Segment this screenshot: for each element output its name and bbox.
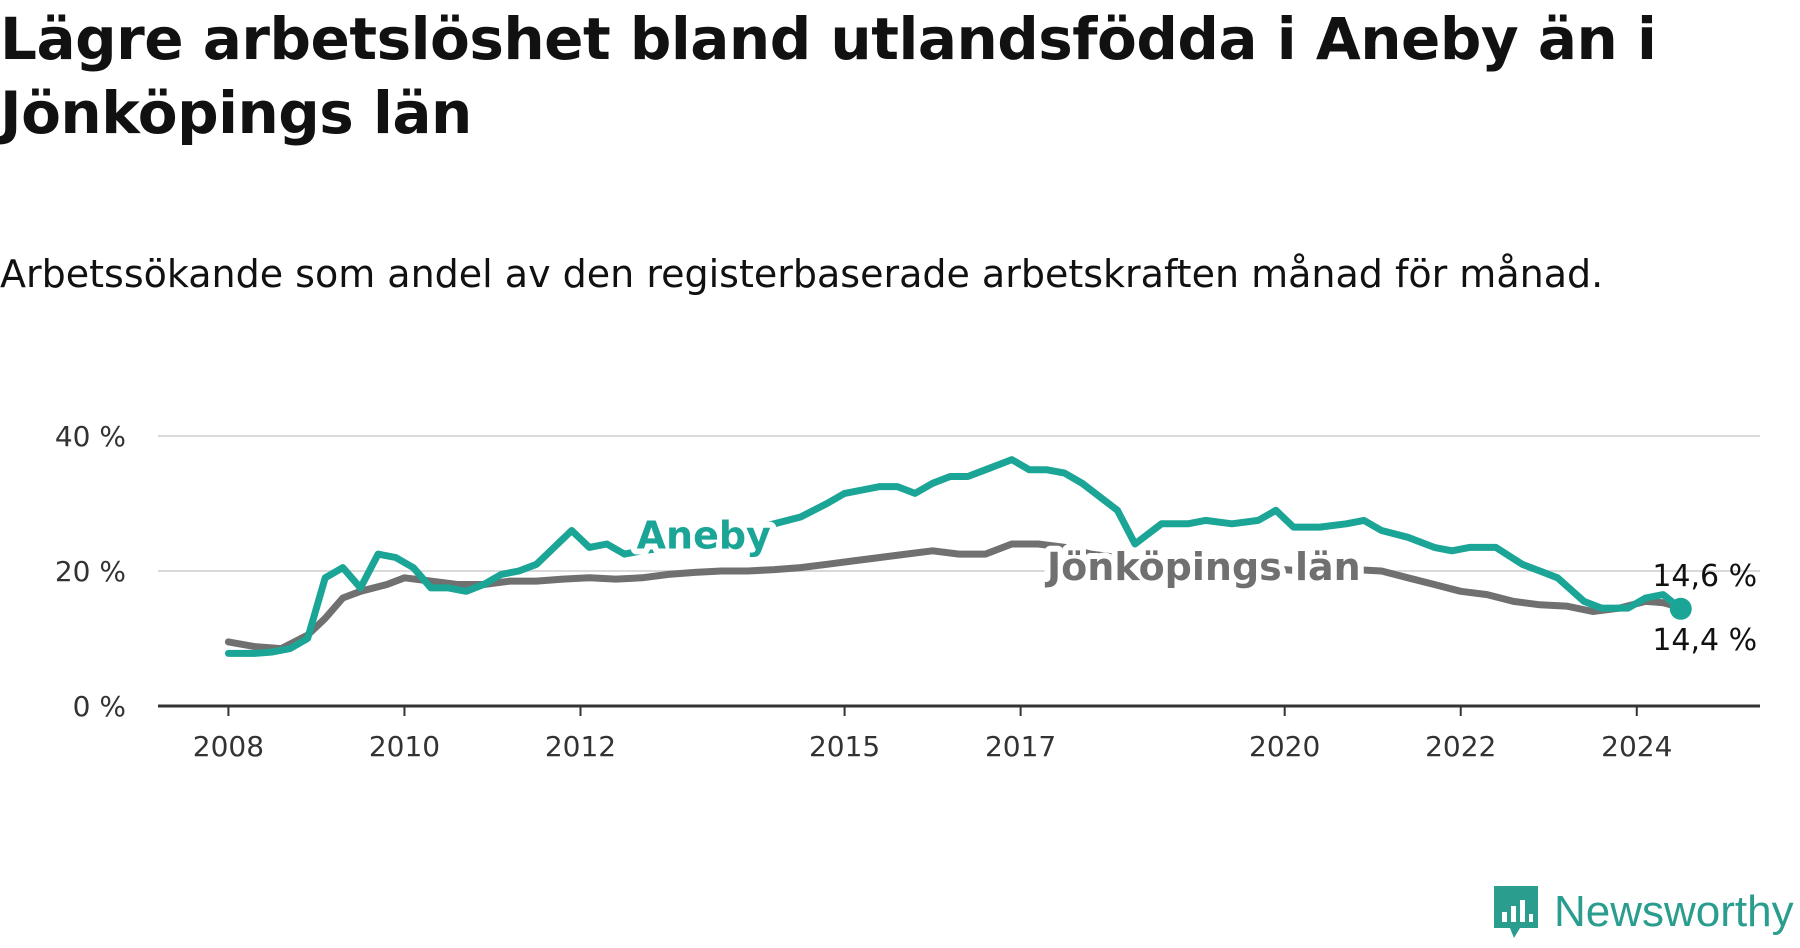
x-axis-ticks: 2008 2010 2012 2015 2017 2020 2022 2024 — [193, 706, 1672, 763]
series-end-point — [1669, 597, 1692, 620]
chart-subtitle: Arbetssökande som andel av den registerb… — [0, 252, 1604, 296]
series-line-jonkopings-lan — [224, 540, 1685, 653]
y-tick-label: 40 % — [55, 420, 126, 453]
newsworthy-logo-icon — [1494, 886, 1538, 938]
brand-name: Newsworthy — [1554, 887, 1794, 936]
series-lines — [224, 456, 1692, 657]
gridlines — [158, 435, 1760, 708]
brand-logo[interactable]: Newsworthy — [1490, 884, 1794, 940]
series-label-jonkopings-lan: Jönköpings län — [1044, 545, 1361, 589]
series-labels: Aneby Jönköpings län 14,6 % 14,4 % — [631, 508, 1758, 658]
series-label-aneby: Aneby — [637, 514, 771, 558]
x-tick-label: 2012 — [545, 730, 616, 763]
x-tick-label: 2010 — [369, 730, 440, 763]
x-tick-label: 2022 — [1425, 730, 1496, 763]
series-line-aneby — [224, 456, 1685, 657]
y-tick-label: 20 % — [55, 555, 126, 588]
x-tick-label: 2008 — [193, 730, 264, 763]
x-tick-label: 2017 — [985, 730, 1056, 763]
y-axis-ticks: 0 % 20 % 40 % — [55, 420, 126, 723]
end-value-jonkopings-lan: 14,6 % — [1652, 559, 1757, 594]
y-tick-label: 0 % — [73, 690, 126, 723]
x-tick-label: 2020 — [1249, 730, 1320, 763]
chart-title: Lägre arbetslöshet bland utlandsfödda i … — [0, 5, 1657, 147]
x-tick-label: 2015 — [809, 730, 880, 763]
x-tick-label: 2024 — [1601, 730, 1672, 763]
end-value-aneby: 14,4 % — [1652, 623, 1757, 658]
